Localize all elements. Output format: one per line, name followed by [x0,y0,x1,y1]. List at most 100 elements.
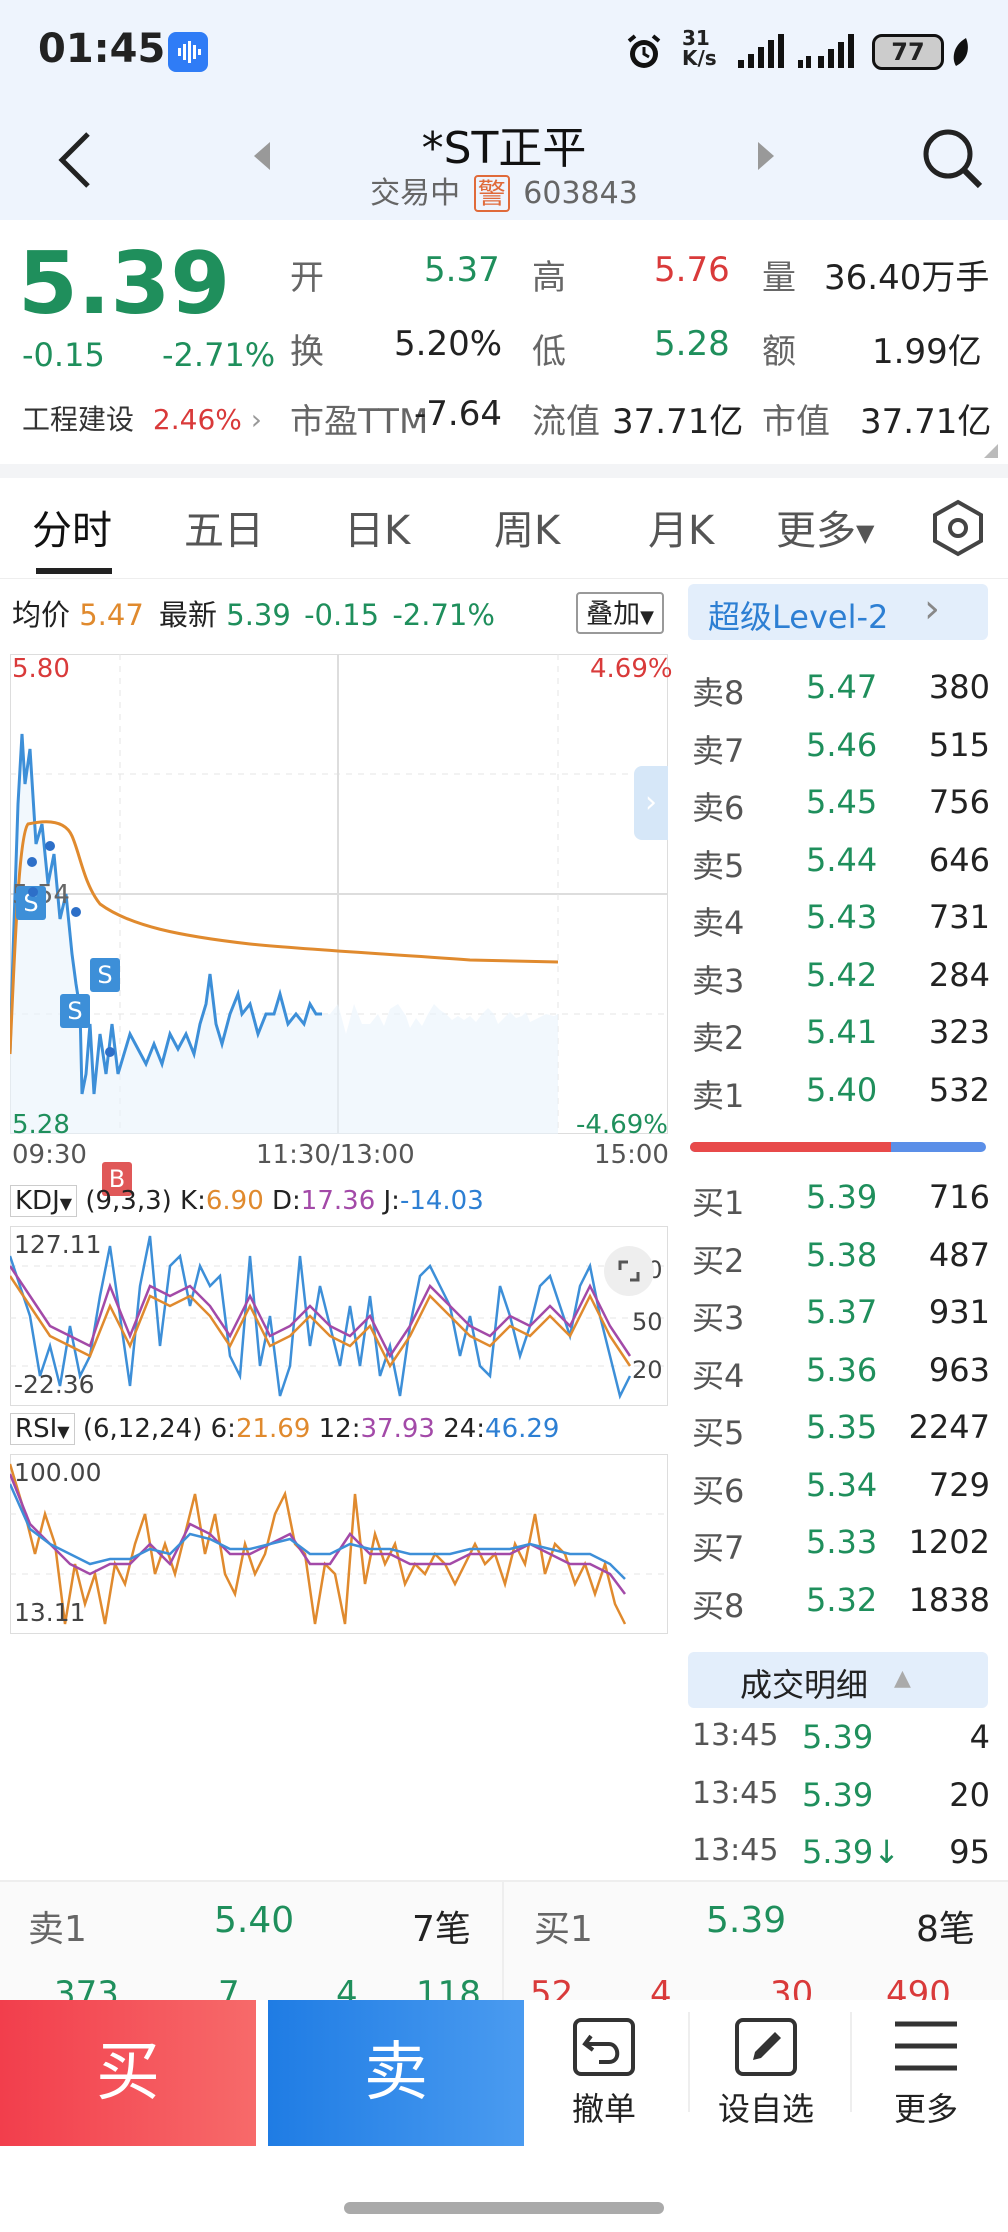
last-price: 5.39 [18,234,231,334]
order-row[interactable]: 买2 5.38 487 [680,1228,990,1284]
sell-marker[interactable]: S [60,994,90,1028]
order-row[interactable]: 卖5 5.44 646 [680,833,990,889]
order-level: 买2 [692,1241,745,1280]
intraday-chart[interactable] [10,654,668,1134]
trade-price: 5.39 [802,1718,874,1756]
order-row[interactable]: 买4 5.36 963 [680,1343,990,1399]
expand-corner-icon[interactable] [982,442,1000,460]
queue-sell-label: 卖1 [28,1909,87,1950]
order-row[interactable]: 买3 5.37 931 [680,1285,990,1341]
kdj-chart[interactable] [10,1226,668,1406]
order-volume: 963 [928,1350,990,1389]
buy-marker[interactable]: B [102,1162,132,1196]
order-price: 5.42 [806,955,878,994]
home-indicator[interactable] [344,2202,664,2214]
signal-icon [738,34,784,68]
order-row[interactable]: 卖2 5.41 323 [680,1005,990,1061]
tab-weekly-k[interactable]: 周K [494,508,561,554]
prev-stock-icon[interactable] [250,136,272,176]
tab-more[interactable]: 更多▼ [776,508,875,554]
sell-button[interactable]: 卖 [268,2000,524,2146]
order-price: 5.33 [806,1523,878,1561]
order-row[interactable]: 卖3 5.42 284 [680,948,990,1004]
overlay-button[interactable]: 叠加▼ [576,592,664,634]
tab-intraday[interactable]: 分时 [32,508,112,554]
amount-label: 额 [762,332,796,372]
pe-label: 市盈TTM [290,402,429,442]
order-level: 卖5 [692,846,745,885]
volume-value: 36.40万手 [824,258,990,298]
collapse-handle[interactable]: › [634,766,668,840]
order-level: 卖8 [692,674,745,712]
order-level: 买7 [692,1529,745,1567]
order-volume: 284 [928,955,990,994]
sector-link[interactable]: 工程建设 2.46% › [22,398,262,438]
next-stock-icon[interactable] [756,136,778,176]
cancel-order-button[interactable]: 撤单 [544,2014,664,2144]
order-volume: 2247 [908,1408,990,1446]
buy-button[interactable]: 买 [0,2000,256,2146]
market-cap-value: 37.71亿 [860,402,992,442]
order-row[interactable]: 卖7 5.46 515 [680,718,990,774]
sell-marker[interactable]: S [16,886,46,920]
avg-value: 5.47 [79,598,144,632]
order-level: 买8 [692,1586,745,1625]
order-row[interactable]: 卖1 5.40 532 [680,1063,990,1119]
queue-sell-price: 5.40 [214,1900,295,1941]
rsi-12: 37.93 [360,1414,435,1444]
rsi-chart[interactable] [10,1454,668,1634]
status-bar: 01:45 31 K/s 77 [0,0,1008,108]
order-row[interactable]: 买1 5.39 716 [680,1170,990,1226]
level2-button[interactable]: 超级Level-2 › [688,584,988,640]
page-title: *ST正平 [421,123,587,174]
order-row[interactable]: 卖8 5.47 380 [680,660,990,716]
sell-marker[interactable]: S [90,958,120,992]
search-icon[interactable] [920,126,986,192]
order-level: 买5 [692,1414,745,1452]
order-row[interactable]: 卖4 5.43 731 [680,890,990,946]
rsi-selector[interactable]: RSI▼ [10,1413,75,1445]
high-value: 5.76 [654,250,730,290]
order-row[interactable]: 买5 5.35 2247 [680,1400,990,1456]
order-price: 5.43 [806,898,878,936]
pct-top-label: 4.69% [590,654,673,684]
settings-hex-icon[interactable] [928,498,988,558]
tab-monthly-k[interactable]: 月K [648,508,715,554]
kdj-j: -14.03 [399,1186,484,1216]
fullscreen-button[interactable] [604,1246,654,1296]
undo-icon [573,2018,635,2076]
order-volume: 646 [928,840,990,879]
trade-price: 5.39 [802,1775,874,1814]
kdj-k: 6.90 [205,1186,264,1216]
order-row[interactable]: 买7 5.33 1202 [680,1515,990,1571]
rsi-24: 46.29 [485,1414,560,1444]
order-level: 卖1 [692,1076,745,1115]
quote-panel: 5.39 -0.15 -2.71% 工程建设 2.46% › 开 5.37 高 … [0,220,1008,464]
order-level: 卖7 [692,731,745,770]
kdj-50: 50 [632,1308,663,1336]
open-label: 开 [290,258,324,298]
order-volume: 1202 [908,1523,990,1561]
order-volume: 380 [928,668,990,706]
tab-daily-k[interactable]: 日K [344,508,411,554]
trade-detail-button[interactable]: 成交明细 ▲ [688,1652,988,1708]
order-row[interactable]: 卖6 5.45 756 [680,775,990,831]
rsi-top: 100.00 [14,1458,102,1487]
order-price: 5.40 [806,1070,878,1109]
order-price: 5.47 [806,668,878,706]
tab-five-day[interactable]: 五日 [184,508,264,554]
order-volume: 487 [928,1235,990,1274]
trade-time: 13:45 [692,1718,779,1753]
order-volume: 515 [928,725,990,764]
order-level: 买6 [692,1471,745,1510]
more-button[interactable]: 更多 [866,2014,986,2144]
latest-chg-pct: -2.71% [392,598,495,632]
trade-price: 5.39↓ [802,1833,901,1871]
order-row[interactable]: 买8 5.32 1838 [680,1573,990,1629]
add-watchlist-button[interactable]: 设自选 [706,2014,826,2144]
order-row[interactable]: 买6 5.34 729 [680,1458,990,1514]
back-icon[interactable] [52,128,96,192]
rsi-params: (6,12,24) [82,1414,203,1444]
kdj-selector[interactable]: KDJ▼ [10,1185,78,1217]
trade-volume: 4 [969,1718,990,1756]
